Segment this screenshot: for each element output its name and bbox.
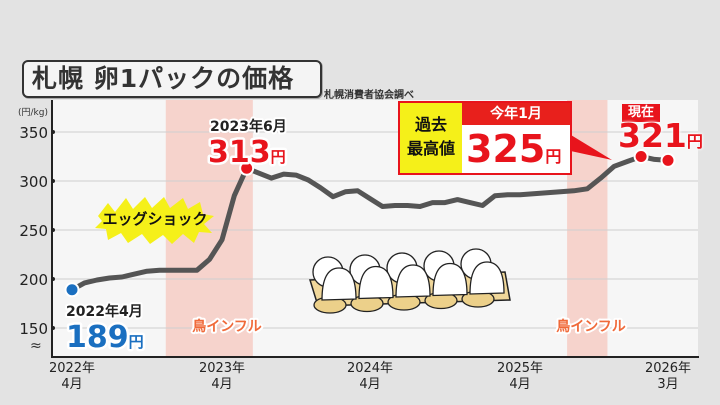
source-note: 札幌消費者協会調べ [324, 90, 414, 101]
y-tick-label: 250 [19, 222, 48, 240]
chart-title: 札幌 卵1パックの価格 [22, 60, 322, 98]
record-label: 過去 最高値 [400, 103, 462, 173]
axis-break-mark: ≈ [30, 338, 42, 354]
peak-2023-value-label: 313円 [208, 135, 286, 170]
highlight-point [64, 282, 80, 298]
record-high-callout: 過去 最高値 今年1月 325円 [398, 101, 572, 175]
y-tick-label: 150 [19, 320, 48, 338]
record-value: 325円 [466, 127, 562, 171]
y-tick-mark [51, 179, 55, 183]
y-tick-label: 350 [19, 124, 48, 142]
current-value: 321円 [618, 116, 703, 155]
x-tick-label: 4月 [359, 377, 380, 392]
current-tag: 現在 [622, 104, 661, 122]
y-tick-label: 200 [19, 271, 48, 289]
egg-shock-badge: エッグショック [95, 197, 214, 244]
start-date-label: 2022年4月 [66, 303, 143, 320]
price-line [70, 154, 669, 292]
y-tick-mark [51, 277, 55, 281]
y-axis-unit: (円/kg) [18, 107, 48, 118]
x-tick-label: 4月 [61, 377, 82, 392]
record-date: 今年1月 [462, 103, 570, 125]
x-tick-label: 3月 [657, 377, 678, 392]
bird-flu-label: 鳥インフル [192, 318, 262, 335]
x-tick-label: 2023年 [199, 361, 245, 376]
x-tick-label: 2024年 [347, 361, 393, 376]
record-callout-pointer [566, 132, 612, 160]
x-tick-label: 2025年 [497, 361, 543, 376]
highlight-point [633, 149, 649, 164]
egg-carton-illustration-icon [308, 248, 511, 314]
highlight-point [239, 160, 255, 176]
x-tick-label: 4月 [509, 377, 530, 392]
x-tick-label: 2022年 [49, 361, 95, 376]
x-tick-label: 2026年 [645, 361, 691, 376]
starburst-badge-icon [95, 197, 214, 244]
peak-2023-date-label: 2023年6月 [210, 118, 287, 135]
highlight-point [660, 152, 676, 168]
egg-shock-label: エッグショック [102, 210, 207, 228]
y-tick-mark [51, 228, 55, 232]
y-tick-label: 300 [19, 173, 48, 191]
bird-flu-label: 鳥インフル [556, 318, 626, 335]
x-tick-label: 4月 [211, 377, 232, 392]
start-value-label: 189円 [66, 320, 144, 355]
y-tick-mark [51, 130, 55, 134]
y-tick-mark [51, 326, 55, 330]
